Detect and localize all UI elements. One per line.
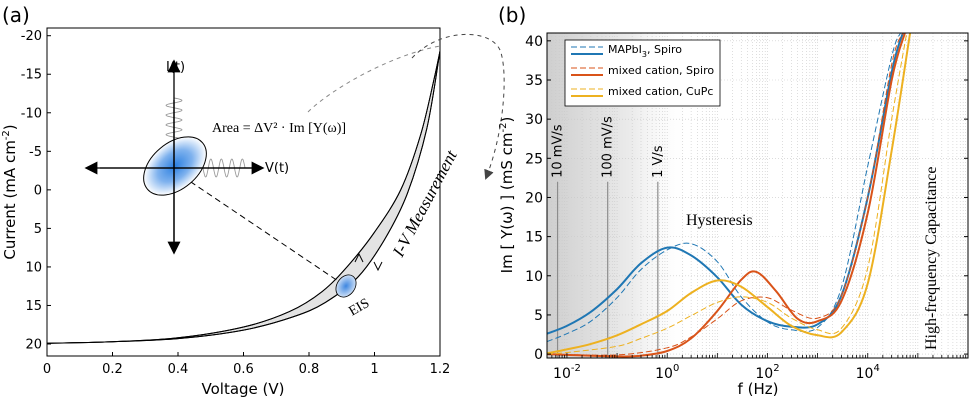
a-x-tick-label: 1: [370, 362, 378, 377]
panel-b-grid: [547, 33, 968, 358]
series-1-solid-line: [547, 33, 906, 358]
b-y-tick-label: 15: [525, 230, 543, 246]
scan-rate-markers: 10 mV/s 100 mV/s 1 V/s: [551, 116, 666, 358]
a-y-tick-label: 20: [25, 338, 42, 353]
legend-entry-label: mixed cation, CuPc: [608, 85, 713, 98]
b-y-tick-label: 30: [525, 112, 543, 128]
panel-b-y-axis-label: Im [ Y(ω) ] (mS cm-2): [498, 117, 516, 274]
panel-b-x-axis-label: f (Hz): [738, 380, 779, 398]
b-y-tick-label: 5: [534, 308, 543, 324]
a-y-tick-label: 10: [25, 260, 42, 275]
panel-a: (a) 0 0.2 0.4 0.6 0.8 1 1.2 -20 -15 -10 -5 0 5 10 15 2…: [1, 3, 461, 398]
iv-reverse-scan-curve: [46, 50, 441, 344]
current-axis-label: I(t): [166, 60, 185, 75]
scan-direction-down-arrow: [373, 261, 383, 272]
panel-a-x-ticks: 0 0.2 0.4 0.6 0.8 1 1.2: [43, 352, 450, 377]
scan-rate-label: 10 mV/s: [551, 124, 566, 178]
b-y-tick-label: 0: [534, 347, 543, 363]
series-0-dashed-line: [547, 33, 901, 343]
a-y-tick-label: 5: [34, 222, 42, 237]
a-y-tick-label: -5: [29, 145, 42, 160]
b-x-tick-label: 102: [755, 363, 779, 382]
hysteresis-annotation: Hysteresis: [686, 212, 753, 229]
series-2-solid-line: [547, 33, 912, 355]
high-frequency-capacitance-annotation: High-frequency Capacitance: [923, 167, 940, 350]
b-y-tick-label: 35: [525, 73, 543, 89]
a-x-tick-label: 0.4: [168, 362, 189, 377]
a-y-tick-label: 15: [25, 299, 42, 314]
a-y-tick-label: -15: [21, 68, 42, 83]
panel-b: (b) 10 mV/s 100 mV/s 1 V/s 0 5 10 15 20 25 30 35 4…: [498, 3, 969, 398]
eis-zoom-connector: [181, 175, 339, 282]
b-y-tick-label: 20: [525, 190, 543, 206]
eis-small-ellipse: [335, 274, 357, 298]
legend-entry-label: MAPbI3, Spiro: [608, 43, 682, 59]
legend: MAPbI3, Spiro mixed cation, Spiro mixed ca…: [564, 39, 721, 107]
panel-a-y-axis-label: Current (mA cm-2): [1, 124, 19, 259]
b-y-tick-label: 25: [525, 151, 543, 167]
scan-direction-up-arrow: [354, 252, 364, 263]
b-x-tick-label: 104: [856, 363, 880, 382]
formula-connector: [307, 45, 441, 113]
current-oscillation-wave: [165, 97, 183, 143]
scan-rate-label: 100 mV/s: [601, 116, 616, 178]
scan-rate-label: 1 V/s: [651, 145, 666, 178]
panel-b-x-ticks: 10-2 100 102 104: [546, 353, 967, 382]
b-x-tick-label: 10-2: [553, 363, 581, 382]
legend-entry-label: mixed cation, Spiro: [608, 64, 714, 77]
panel-a-label: (a): [2, 3, 30, 27]
a-y-tick-label: -10: [21, 106, 42, 121]
panel-a-y-ticks: -20 -15 -10 -5 0 5 10 15 20: [21, 29, 51, 353]
panel-b-label: (b): [498, 3, 526, 27]
panel-link-arrow: [411, 33, 505, 180]
b-y-tick-label: 40: [525, 34, 543, 50]
panel-b-axes-box: [546, 32, 969, 359]
b-x-tick-label: 100: [655, 363, 679, 382]
a-x-tick-label: 0.2: [102, 362, 123, 377]
lissajous-ellipse: [143, 136, 207, 196]
series-1-dashed-line: [547, 33, 904, 356]
area-formula: Area = ΔV² · Im [Y(ω)]: [212, 121, 346, 136]
series-2-dashed-line: [547, 33, 908, 355]
panel-a-axes-box: [46, 27, 441, 357]
b-y-tick-label: 10: [525, 269, 543, 285]
a-y-tick-label: -20: [21, 29, 42, 44]
voltage-axis-label: V(t): [265, 161, 289, 176]
panel-b-series: [547, 33, 912, 358]
a-x-tick-label: 0: [43, 362, 51, 377]
a-x-tick-label: 1.2: [430, 362, 451, 377]
a-x-tick-label: 0.8: [299, 362, 320, 377]
a-x-tick-label: 0.6: [233, 362, 254, 377]
panel-b-y-ticks: 0 5 10 15 20 25 30 35 40: [525, 34, 968, 363]
panel-a-x-axis-label: Voltage (V): [202, 380, 285, 398]
a-y-tick-label: 0: [34, 183, 42, 198]
